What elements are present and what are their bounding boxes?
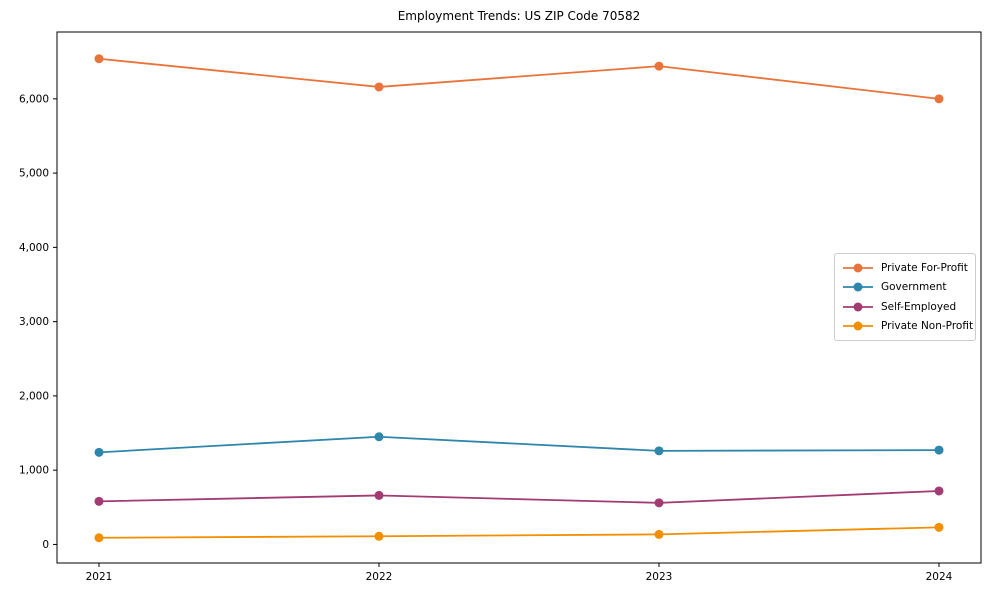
data-point bbox=[934, 94, 944, 104]
legend: Private For-Profit Government Self-Employe… bbox=[834, 253, 976, 341]
y-tick-label: 1,000 bbox=[19, 465, 49, 477]
plot-border bbox=[56, 31, 982, 564]
data-point bbox=[934, 522, 944, 532]
data-point bbox=[374, 490, 384, 500]
legend-item: Government bbox=[843, 278, 967, 296]
data-point bbox=[654, 529, 664, 539]
legend-item: Private Non-Profit bbox=[843, 317, 973, 335]
data-point bbox=[94, 496, 104, 506]
legend-swatch-icon bbox=[843, 302, 873, 312]
data-point bbox=[934, 486, 944, 496]
legend-swatch-icon bbox=[843, 321, 873, 331]
legend-label: Self-Employed bbox=[881, 300, 957, 313]
series-line-government bbox=[98, 435, 940, 454]
legend-marker bbox=[853, 321, 863, 331]
y-tick-label: 3,000 bbox=[19, 316, 49, 328]
y-tick-label: 6,000 bbox=[19, 93, 49, 105]
data-point bbox=[374, 432, 384, 442]
legend-label: Government bbox=[881, 281, 947, 294]
y-tick-label: 2,000 bbox=[19, 390, 49, 402]
data-point bbox=[94, 447, 104, 457]
y-tick-label: 5,000 bbox=[19, 168, 49, 180]
data-point bbox=[94, 54, 104, 64]
x-tick-label: 2022 bbox=[366, 571, 393, 583]
y-tick-label: 4,000 bbox=[19, 242, 49, 254]
data-point bbox=[654, 446, 664, 456]
data-point bbox=[654, 61, 664, 71]
series-line-private-non-profit bbox=[98, 526, 940, 539]
x-tick-label: 2023 bbox=[646, 571, 673, 583]
legend-item: Self-Employed bbox=[843, 298, 967, 316]
legend-marker bbox=[853, 282, 863, 292]
legend-swatch-icon bbox=[843, 263, 873, 273]
data-point bbox=[374, 531, 384, 541]
series-line-self-employed bbox=[98, 490, 940, 504]
x-tick-label: 2024 bbox=[926, 571, 953, 583]
data-point bbox=[934, 445, 944, 455]
y-tick-label: 0 bbox=[42, 539, 49, 551]
legend-swatch-icon bbox=[843, 282, 873, 292]
data-point bbox=[654, 498, 664, 508]
legend-marker bbox=[853, 263, 863, 273]
legend-marker bbox=[853, 302, 863, 312]
x-tick-label: 2021 bbox=[86, 571, 113, 583]
series-line-private-for-profit bbox=[98, 57, 940, 100]
chart-title: Employment Trends: US ZIP Code 70582 bbox=[397, 9, 641, 23]
data-point bbox=[374, 82, 384, 92]
data-point bbox=[94, 533, 104, 543]
legend-label: Private Non-Profit bbox=[881, 320, 974, 333]
legend-label: Private For-Profit bbox=[881, 261, 968, 274]
legend-item: Private For-Profit bbox=[843, 259, 968, 277]
